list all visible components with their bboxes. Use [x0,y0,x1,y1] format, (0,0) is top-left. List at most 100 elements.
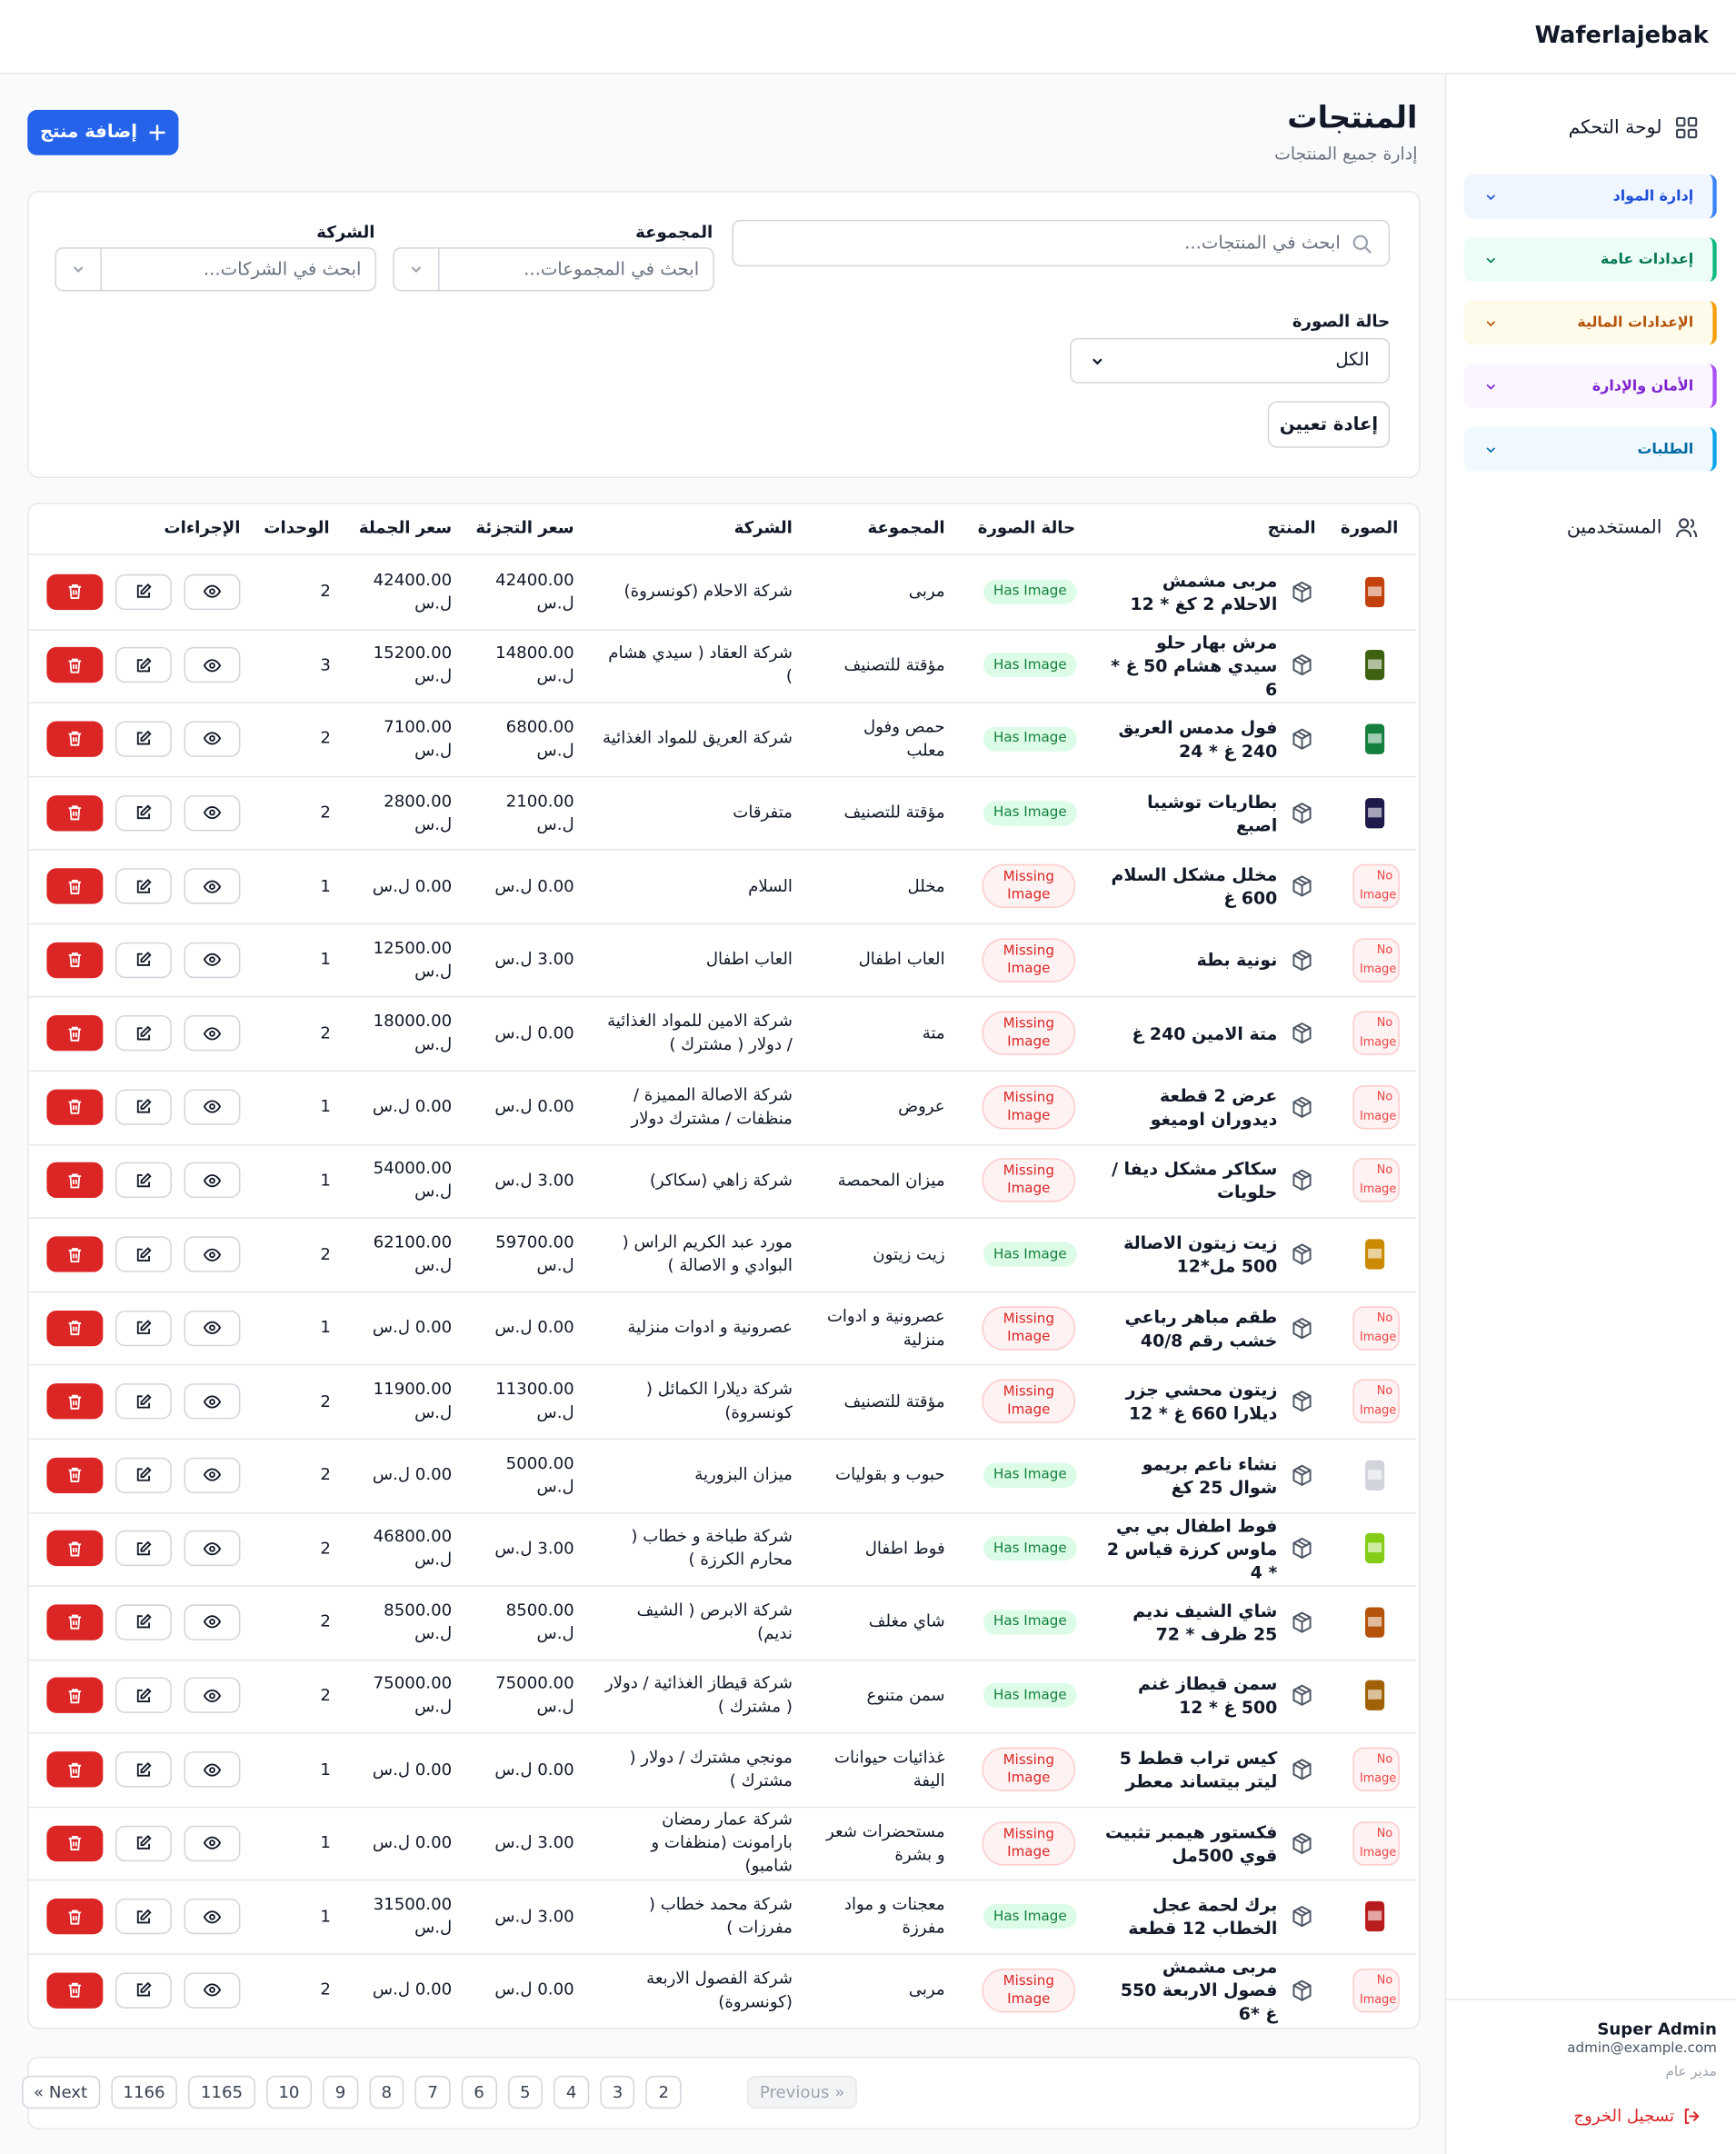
edit-button[interactable] [115,1751,172,1788]
page-button[interactable]: 4 [554,2075,590,2109]
edit-button[interactable] [115,1015,172,1052]
delete-button[interactable] [46,1678,104,1714]
image-status-select[interactable]: الكل [1070,337,1391,384]
edit-button[interactable] [115,794,172,831]
image-status-badge: Missing Image [982,1747,1076,1792]
page-button[interactable]: 5 [507,2075,544,2109]
edit-button[interactable] [115,1531,172,1567]
edit-button[interactable] [115,1162,172,1199]
view-button[interactable] [184,1457,241,1493]
row-divider [28,628,1416,631]
view-button[interactable] [184,1899,241,1935]
view-button[interactable] [184,1604,241,1640]
delete-button[interactable] [46,868,104,904]
edit-button[interactable] [115,721,172,757]
edit-button[interactable] [115,1383,172,1420]
page-button[interactable]: 3 [600,2075,635,2109]
company-select[interactable]: ابحث في الشركات... [55,247,377,292]
delete-button[interactable] [46,1972,104,2009]
delete-button[interactable] [46,1604,104,1640]
edit-button[interactable] [115,942,172,978]
edit-button[interactable] [115,868,172,904]
delete-button[interactable] [46,721,104,757]
edit-button[interactable] [115,1604,172,1640]
sidebar-section[interactable]: الطلبات [1463,427,1717,472]
delete-button[interactable] [46,1825,104,1861]
dashboard-link[interactable]: لوحة التحكم [1464,110,1717,145]
view-button[interactable] [184,1825,241,1861]
page-button[interactable]: 6 [461,2075,497,2109]
view-button[interactable] [184,1678,241,1714]
delete-button[interactable] [46,1899,104,1935]
next-button[interactable]: « Next [21,2075,100,2109]
delete-button[interactable] [46,1751,104,1788]
view-button[interactable] [184,1751,241,1788]
add-product-button[interactable]: إضافة منتج [27,109,179,155]
package [1292,875,1312,897]
logout[interactable]: تسجيل الخروج [1573,2106,1700,2125]
delete-button[interactable] [46,1236,104,1272]
company-text: السلام [748,875,793,895]
group-text: شاي مغلف [868,1611,945,1631]
company-toggle[interactable] [56,248,102,290]
edit-button[interactable] [115,1089,172,1125]
page-button[interactable]: 10 [265,2075,313,2109]
edit-button-icon [136,878,152,893]
users-link[interactable]: المستخدمين [1464,510,1717,545]
edit-button[interactable] [115,1825,172,1861]
company: العاب اطفال [600,923,793,997]
reset-button[interactable]: إعادة تعيين [1267,401,1391,448]
edit-button[interactable] [115,1236,172,1272]
edit-button[interactable] [115,1678,172,1714]
delete-button[interactable] [46,573,104,610]
delete-button[interactable] [46,1089,104,1125]
wholesale-price-text: 8500.00 ل.س [384,1600,453,1643]
view-button[interactable] [184,1089,241,1125]
view-button[interactable] [184,721,241,757]
row-divider [28,1659,1416,1660]
delete-button[interactable] [46,942,104,978]
group-select[interactable]: ابحث في المجموعات... [393,247,714,292]
view-button[interactable] [184,1162,241,1199]
package [1292,1832,1312,1854]
page-button[interactable]: 9 [323,2075,358,2109]
delete-button[interactable] [46,1015,104,1052]
delete-button[interactable] [46,1457,104,1493]
view-button[interactable] [184,1015,241,1052]
units: 1 [320,1832,331,1852]
delete-button[interactable] [46,1383,104,1420]
group-toggle[interactable] [394,248,440,290]
view-button[interactable] [184,1310,241,1346]
sidebar-section[interactable]: إعدادات عامة [1463,237,1717,282]
search-input[interactable]: ابحث في المنتجات... [732,219,1391,267]
view-button[interactable] [184,1972,241,2009]
view-button[interactable] [184,1531,241,1567]
view-button[interactable] [184,647,241,683]
sidebar-section[interactable]: الإعدادات المالية [1463,301,1717,345]
delete-button[interactable] [46,1310,104,1346]
delete-button[interactable] [46,794,104,831]
page-button[interactable]: 1166 [110,2075,178,2109]
view-button[interactable] [184,794,241,831]
edit-button[interactable] [115,573,172,610]
edit-button[interactable] [115,1457,172,1493]
sidebar-section[interactable]: الأمان والإدارة [1463,364,1717,408]
delete-button[interactable] [46,1531,104,1567]
brand[interactable]: Waferlajebak [1534,22,1709,50]
page-button[interactable]: 7 [414,2075,451,2109]
view-button[interactable] [184,573,241,610]
delete-button[interactable] [46,647,104,683]
edit-button[interactable] [115,1310,172,1346]
view-button[interactable] [184,1236,241,1272]
view-button[interactable] [184,868,241,904]
delete-button[interactable] [46,1162,104,1199]
page-button[interactable]: 2 [645,2075,682,2109]
edit-button[interactable] [115,1972,172,2009]
edit-button[interactable] [115,1899,172,1935]
page-button[interactable]: 8 [368,2075,404,2109]
page-button[interactable]: 1165 [188,2075,255,2109]
sidebar-section[interactable]: إدارة المواد [1463,174,1717,219]
edit-button[interactable] [115,647,172,683]
view-button[interactable] [184,1383,241,1420]
view-button[interactable] [184,942,241,978]
